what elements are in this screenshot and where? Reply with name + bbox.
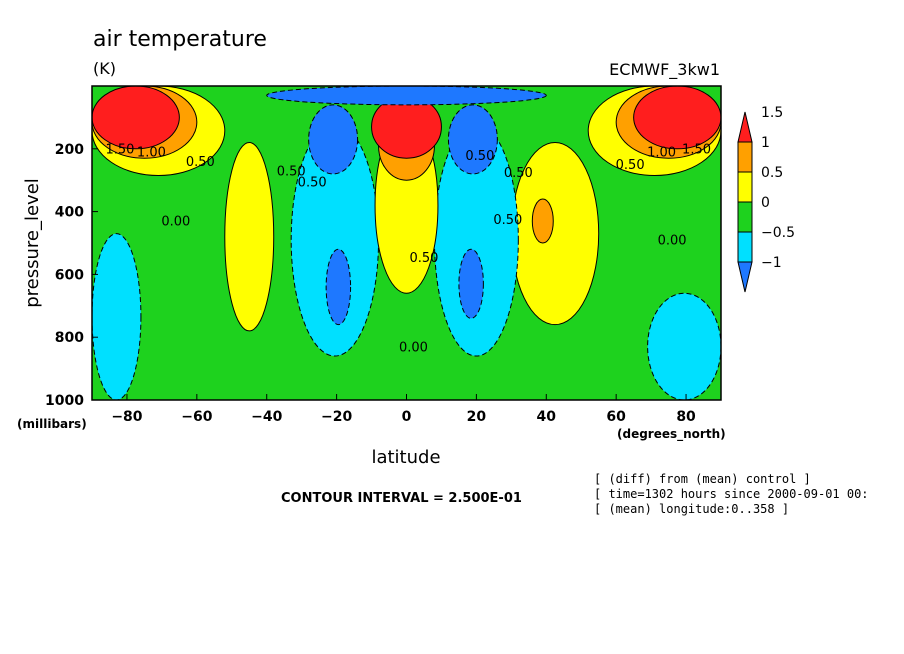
x-tick-label: −60 [181, 409, 212, 425]
contour-label: 1.50 [682, 143, 711, 158]
contour-label: 0.50 [493, 213, 522, 228]
contour-label: 0.00 [399, 340, 428, 355]
x-tick-label: 20 [467, 409, 487, 425]
x-axis-label: latitude [371, 447, 440, 468]
x-tick-label: 40 [537, 409, 557, 425]
y-tick-label: 600 [55, 267, 84, 283]
field-south-mid-band [224, 142, 275, 332]
y-axis: 200 400 600 800 1000 [45, 142, 98, 409]
field-north-lower-cold [458, 248, 484, 319]
colorbar-segment [737, 141, 753, 173]
colorbar: −1 −0.5 0 0.5 1 1.5 [737, 105, 795, 293]
info-line-1: [ (diff) from (mean) control ] [594, 472, 811, 486]
colorbar-label: 1 [761, 135, 770, 151]
contour-fields [92, 86, 721, 400]
contour-label: 0.50 [186, 155, 215, 170]
x-tick-label: −80 [111, 409, 142, 425]
field-north-upper-cold [447, 104, 498, 175]
info-line-2: [ time=1302 hours since 2000-09-01 00: [594, 487, 869, 501]
chart-title: air temperature [93, 27, 267, 52]
x-unit-label: (degrees_north) [617, 427, 726, 442]
contour-label: 0.50 [298, 175, 327, 190]
colorbar-segment [737, 231, 753, 263]
contour-interval-text: CONTOUR INTERVAL = 2.500E-01 [281, 491, 522, 506]
colorbar-label: 1.5 [761, 105, 783, 121]
contour-label: 0.50 [277, 164, 306, 179]
field-south-lower-cold [325, 248, 352, 326]
y-tick-label: 1000 [45, 393, 84, 409]
field-south-polar-jet [92, 86, 180, 150]
colorbar-segment [737, 171, 753, 203]
colorbar-label: −0.5 [761, 225, 795, 241]
contour-label: 0.50 [616, 158, 645, 173]
x-axis: −80 −60 −40 −20 0 20 40 60 80 [111, 394, 696, 425]
contour-label: 0.50 [465, 149, 494, 164]
contour-label: 1.00 [137, 146, 166, 161]
contour-label: 0.00 [161, 215, 190, 230]
contour-label: 1.00 [647, 146, 676, 161]
x-tick-label: 0 [402, 409, 412, 425]
contour-label: 0.50 [409, 251, 438, 266]
field-north-surface [647, 292, 721, 400]
field-stratosphere-cold [266, 86, 547, 106]
x-tick-label: −20 [321, 409, 352, 425]
colorbar-label: 0.5 [761, 165, 783, 181]
colorbar-segment [737, 261, 753, 293]
field-south-upper-cold [308, 104, 359, 175]
y-tick-label: 200 [55, 142, 84, 158]
y-tick-label: 400 [55, 205, 84, 221]
y-unit-label: (millibars) [17, 417, 87, 431]
contour-labels: 1.50 1.000.501.00 1.500.500.000.000.500.50… [105, 143, 711, 356]
x-tick-label: 80 [676, 409, 696, 425]
x-tick-label: −40 [251, 409, 282, 425]
x-tick-label: 60 [606, 409, 626, 425]
field-south-surface [92, 233, 142, 400]
y-axis-label: pressure_level [22, 178, 43, 308]
info-line-3: [ (mean) longitude:0..358 ] [594, 502, 789, 516]
contour-label: 0.50 [504, 166, 533, 181]
chart-units: (K) [93, 59, 116, 78]
contour-label: 0.00 [658, 234, 687, 249]
y-tick-label: 800 [55, 330, 84, 346]
colorbar-segment [737, 111, 753, 143]
field-north-mid-core [531, 198, 554, 244]
contour-label: 1.50 [105, 143, 134, 158]
colorbar-segment [737, 201, 753, 233]
colorbar-label: 0 [761, 195, 770, 211]
colorbar-label: −1 [761, 255, 782, 271]
field-north-polar-jet [633, 86, 721, 150]
dataset-label: ECMWF_3kw1 [609, 60, 720, 80]
